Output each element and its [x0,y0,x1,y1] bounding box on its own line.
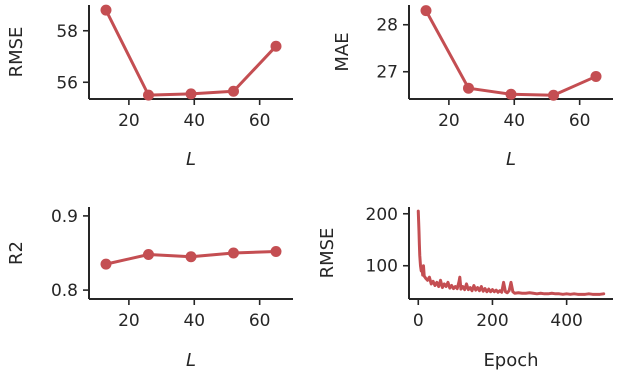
x-axis-label: L [506,149,516,170]
y-axis-label: MAE [332,32,353,71]
series-line [416,209,606,296]
y-axis-label: RMSE [317,228,338,279]
x-axis-label: L [186,149,196,170]
y-tick-label: 27 [376,63,398,83]
y-axis-label: RMSE [6,27,27,78]
series-line [104,8,278,97]
x-tick-label: 200 [476,311,508,331]
x-axis-label: Epoch [483,350,538,371]
x-tick-label: 60 [569,111,591,131]
panel-mae-vs-l: 20 40 60 27 28 L MAE [332,5,613,170]
panel-rmse-vs-l: 20 40 60 56 58 L RMSE [6,4,293,170]
data-point [185,251,197,263]
y-tick-label: 56 [56,73,78,93]
x-tick-label: 40 [503,111,525,131]
data-point [185,88,197,100]
y-tick-label: 200 [366,205,398,225]
data-point [143,248,154,260]
data-point [100,258,112,270]
x-tick-label: 20 [118,311,140,331]
x-tick-label: 60 [249,111,271,131]
x-tick-label: 40 [183,111,205,131]
x-tick-label: 0 [413,311,424,331]
y-tick-label: 28 [376,16,398,36]
data-point [100,4,112,16]
x-tick-label: 400 [550,311,582,331]
x-tick-label: 40 [183,311,205,331]
data-point [270,40,282,52]
data-point [228,247,239,259]
x-tick-label: 20 [438,111,460,131]
data-point [270,246,282,258]
y-axis-label: R2 [6,241,27,265]
x-axis-label: L [186,350,196,371]
data-point [463,82,474,94]
series-line [424,9,598,97]
y-tick-label: 0.9 [51,207,78,227]
data-point [143,89,154,101]
data-point [548,89,559,101]
x-tick-label: 60 [249,311,271,331]
y-tick-label: 58 [56,22,78,42]
y-tick-label: 100 [366,257,398,277]
data-point [420,5,432,17]
y-tick-label: 0.8 [51,281,78,301]
data-point [505,88,517,100]
data-point [228,85,239,97]
data-point [590,70,602,82]
panel-r2-vs-l: 20 40 60 0.8 0.9 L R2 [6,207,293,371]
panel-rmse-vs-epoch: 0 200 400 100 200 Epoch RMSE [317,205,613,371]
x-tick-label: 20 [118,111,140,131]
